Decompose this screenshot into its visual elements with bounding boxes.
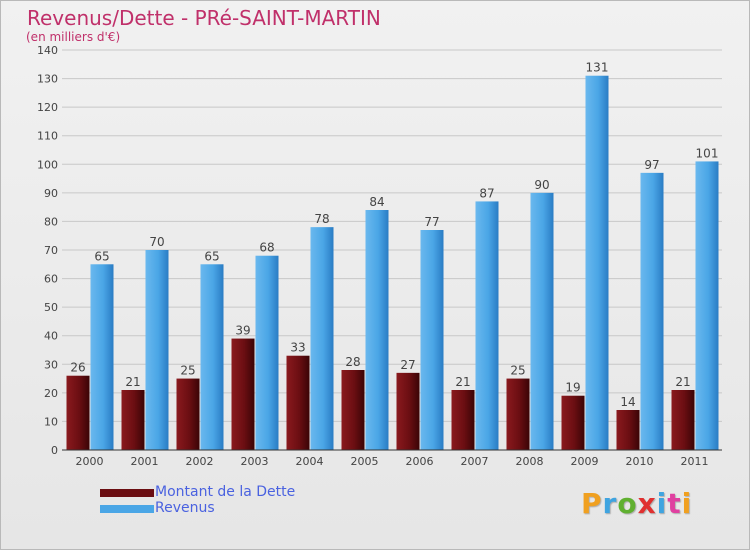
x-tick-label: 2006	[406, 455, 434, 468]
y-tick-label: 100	[37, 158, 58, 171]
grid-lines	[62, 49, 722, 451]
bar-revenus	[530, 192, 554, 450]
data-labels: 26 65 21 70 25 65 39 68 33 78 28 84 27 77 21 87 25 90 19 13…	[70, 61, 718, 409]
y-tick-label: 90	[44, 187, 58, 200]
y-tick-label: 30	[44, 358, 58, 371]
x-tick-label: 2011	[681, 455, 709, 468]
bar-revenus	[90, 264, 114, 450]
y-tick-label: 60	[44, 273, 58, 286]
y-tick-label: 140	[37, 44, 58, 57]
x-axis-ticks: 2000 2001 2002 2003 2004 2005 2006 2007 2008 2009…	[76, 455, 709, 468]
x-tick-label: 2003	[241, 455, 269, 468]
bar-dette	[671, 390, 695, 450]
x-tick-label: 2000	[76, 455, 104, 468]
logo-letter: x	[637, 487, 657, 520]
bar-dette	[616, 410, 640, 450]
logo-letter: i	[681, 487, 693, 520]
data-label-dette: 25	[510, 364, 525, 378]
data-label-dette: 27	[400, 358, 415, 372]
bar-revenus	[695, 161, 719, 450]
x-tick-label: 2004	[296, 455, 324, 468]
data-label-dette: 21	[125, 375, 140, 389]
logo-letter: t	[667, 487, 682, 520]
data-label-dette: 33	[290, 341, 305, 355]
y-tick-label: 130	[37, 73, 58, 86]
x-tick-label: 2009	[571, 455, 599, 468]
x-tick-label: 2002	[186, 455, 214, 468]
logo-letter: o	[617, 487, 638, 520]
bar-revenus	[585, 75, 609, 450]
data-label-dette: 39	[235, 324, 250, 338]
bar-revenus	[200, 264, 224, 450]
legend-label-dette: Montant de la Dette	[155, 484, 296, 500]
logo-letter: r	[602, 487, 618, 520]
y-tick-label: 80	[44, 215, 58, 228]
data-label-revenus: 65	[204, 249, 219, 263]
chart-subtitle: (en milliers d'€)	[26, 30, 121, 44]
bar-dette	[231, 338, 255, 450]
bar-dette	[561, 395, 585, 450]
bars	[66, 75, 719, 450]
y-tick-label: 10	[44, 415, 58, 428]
y-tick-label: 70	[44, 244, 58, 257]
data-label-dette: 21	[455, 375, 470, 389]
bar-revenus	[310, 227, 334, 450]
bar-dette	[396, 372, 420, 450]
bar-dette	[506, 378, 530, 450]
data-label-revenus: 70	[149, 235, 164, 249]
data-label-revenus: 101	[696, 146, 719, 160]
data-label-revenus: 97	[644, 158, 659, 172]
bar-revenus	[420, 230, 444, 450]
y-tick-label: 0	[51, 444, 58, 457]
data-label-revenus: 90	[534, 178, 549, 192]
x-tick-label: 2008	[516, 455, 544, 468]
bar-revenus	[475, 201, 499, 450]
data-label-dette: 21	[675, 375, 690, 389]
y-tick-label: 40	[44, 330, 58, 343]
legend-swatch-revenus	[100, 505, 154, 513]
y-tick-label: 120	[37, 101, 58, 114]
bar-revenus	[255, 255, 279, 450]
y-tick-label: 110	[37, 130, 58, 143]
data-label-dette: 28	[345, 355, 360, 369]
data-label-revenus: 78	[314, 212, 329, 226]
data-label-revenus: 131	[586, 61, 609, 75]
bar-dette	[66, 375, 90, 450]
bar-dette	[121, 390, 145, 450]
logo-letter: i	[656, 487, 668, 520]
logo-letter: P	[581, 487, 603, 520]
y-tick-label: 50	[44, 301, 58, 314]
proxiti-logo: Proxiti	[581, 487, 692, 520]
legend-swatch-dette	[100, 489, 154, 497]
bar-revenus	[640, 172, 664, 450]
x-tick-label: 2001	[131, 455, 159, 468]
x-tick-label: 2007	[461, 455, 489, 468]
data-label-dette: 19	[565, 381, 580, 395]
legend-label-revenus: Revenus	[155, 500, 215, 516]
bar-revenus	[365, 210, 389, 450]
data-label-revenus: 87	[479, 186, 494, 200]
x-tick-label: 2005	[351, 455, 379, 468]
data-label-revenus: 65	[94, 249, 109, 263]
bar-dette	[341, 370, 365, 450]
y-axis-ticks: 0 10 20 30 40 50 60 70 80 90 100 110 120 130 140	[37, 44, 58, 457]
data-label-revenus: 84	[369, 195, 384, 209]
bar-dette	[176, 378, 200, 450]
data-label-revenus: 68	[259, 241, 274, 255]
chart-title: Revenus/Dette - PRé-SAINT-MARTIN	[27, 6, 381, 30]
x-tick-label: 2010	[626, 455, 654, 468]
bar-dette	[286, 355, 310, 450]
bar-dette	[451, 390, 475, 450]
data-label-dette: 25	[180, 364, 195, 378]
data-label-revenus: 77	[424, 215, 439, 229]
bar-revenus	[145, 250, 169, 450]
data-label-dette: 14	[620, 395, 635, 409]
data-label-dette: 26	[70, 361, 85, 375]
y-tick-label: 20	[44, 387, 58, 400]
